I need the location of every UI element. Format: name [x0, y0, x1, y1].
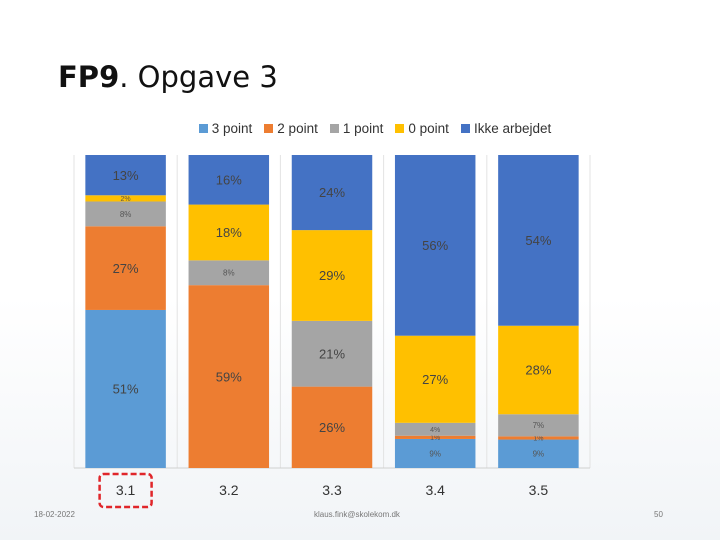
- chart-legend: 3 point 2 point 1 point 0 point Ikke arbejde…: [0, 121, 720, 136]
- data-label: 8%: [223, 269, 235, 278]
- data-label: 27%: [113, 261, 139, 276]
- legend-label: 3 point: [211, 121, 253, 136]
- data-label: 29%: [319, 268, 345, 283]
- bar-segment-0-point: [498, 325, 579, 415]
- bar-segment-2-point: [291, 386, 373, 468]
- footer-date: 18-02-2022: [34, 510, 75, 519]
- data-label: 1%: [533, 435, 543, 442]
- data-label: 1%: [430, 435, 440, 442]
- bar-segment-2-point: [85, 226, 166, 310]
- data-label: 4%: [430, 427, 440, 434]
- bar-segment-0-point: [291, 230, 373, 321]
- data-label: 28%: [525, 363, 551, 378]
- title-rest: . Opgave 3: [119, 60, 278, 94]
- legend-label: 0 point: [408, 121, 449, 136]
- bar-segment-1-point: [85, 201, 166, 227]
- data-label: 24%: [319, 185, 345, 200]
- bar-segment-3-point: [85, 309, 166, 468]
- data-label: 54%: [525, 233, 551, 248]
- legend-item-3-point: 3 point: [198, 121, 253, 136]
- bar-segment-3-point: [498, 439, 579, 468]
- data-label: 27%: [422, 372, 448, 387]
- data-label: 13%: [113, 168, 139, 183]
- bar-segment-ikke-arbejdet: [498, 155, 579, 326]
- legend-swatch: [395, 124, 405, 133]
- data-label: 16%: [216, 172, 242, 187]
- x-tick-label: 3.4: [425, 482, 445, 498]
- legend-swatch: [329, 124, 339, 133]
- legend-swatch: [198, 124, 208, 133]
- legend-swatch: [264, 124, 274, 133]
- page-title: FP9. Opgave 3: [58, 60, 278, 94]
- legend-swatch: [460, 124, 470, 133]
- legend-label: Ikke arbejdet: [473, 121, 552, 136]
- legend-item-2-point: 2 point: [264, 121, 318, 136]
- legend-label: 2 point: [277, 121, 318, 136]
- legend-item-ikke-arbejdet: Ikke arbejdet: [460, 121, 552, 136]
- bar-segment-0-point: [85, 195, 166, 202]
- data-label: 59%: [216, 369, 242, 384]
- legend-label: 1 point: [342, 121, 384, 136]
- data-label: 9%: [429, 449, 441, 458]
- x-tick-label: 3.1: [116, 482, 136, 498]
- data-label: 2%: [121, 196, 131, 203]
- data-label: 21%: [319, 346, 345, 361]
- bar-segment-2-point: [188, 285, 270, 468]
- x-tick-label: 3.2: [219, 482, 239, 498]
- x-tick-label: 3.3: [322, 482, 342, 498]
- bar-segment-1-point: [188, 260, 270, 286]
- data-label: 9%: [533, 450, 545, 459]
- data-label: 56%: [422, 238, 448, 253]
- footer-page-number: 50: [654, 510, 663, 519]
- footer-email: klaus.fink@skolekom.dk: [314, 510, 400, 519]
- highlight-box: [98, 472, 153, 509]
- title-bold: FP9: [58, 60, 120, 94]
- bar-segment-ikke-arbejdet: [394, 155, 476, 336]
- legend-item-0-point: 0 point: [395, 121, 449, 136]
- bar-segment-2-point: [498, 436, 579, 440]
- data-label: 51%: [113, 382, 139, 397]
- bar-segment-1-point: [291, 320, 373, 387]
- bar-segment-ikke-arbejdet: [85, 155, 166, 196]
- data-label: 7%: [533, 421, 545, 430]
- legend-item-1-point: 1 point: [329, 121, 384, 136]
- bar-segment-ikke-arbejdet: [188, 155, 270, 205]
- bar-segment-0-point: [394, 335, 476, 423]
- bar-segment-3-point: [394, 438, 476, 468]
- data-label: 8%: [120, 210, 132, 219]
- x-tick-label: 3.5: [529, 482, 549, 498]
- bar-segment-1-point: [498, 414, 579, 437]
- data-label: 18%: [216, 225, 242, 240]
- bar-segment-ikke-arbejdet: [291, 155, 373, 231]
- bar-segment-0-point: [188, 204, 270, 261]
- data-label: 26%: [319, 420, 345, 435]
- bar-segment-2-point: [394, 435, 476, 439]
- bar-segment-1-point: [394, 422, 476, 436]
